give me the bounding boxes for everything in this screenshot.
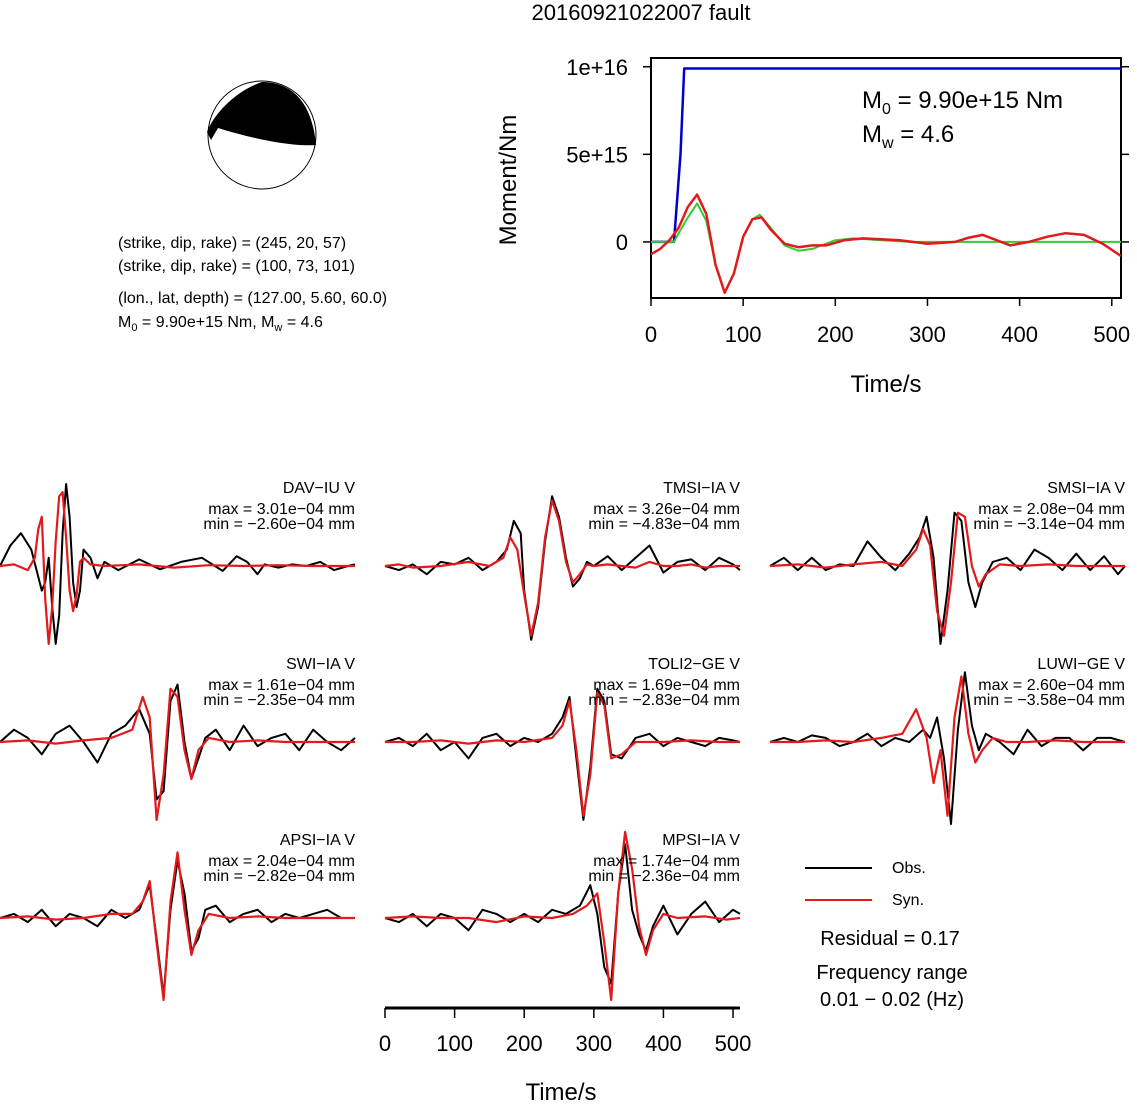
moment-xtick-label: 0 [645, 322, 657, 347]
synthetic-trace [0, 491, 355, 646]
moment-xtick-label: 300 [909, 322, 946, 347]
observed-trace [0, 683, 356, 801]
residual-text: Residual = 0.17 [820, 928, 960, 950]
station-label: SMSI−IA V [1047, 480, 1125, 497]
moment-xtick-label: 500 [1093, 322, 1130, 347]
waveform-xtick-label: 100 [436, 1031, 473, 1056]
legend: Obs. Syn. [805, 860, 926, 909]
moment-chart: 0 100 200 300 400 500 0 5e+15 1e+16 Moment/Nm T… [495, 55, 1130, 398]
station-label: TOLI2−GE V [648, 656, 740, 673]
moment-ytick-label: 1e+16 [566, 55, 628, 80]
station-label: TMSI−IA V [663, 480, 740, 497]
waveform-time-axis: 0 100 200 300 400 500 [379, 1006, 752, 1056]
observed-trace [0, 483, 356, 645]
frequency-label: Frequency range [816, 962, 967, 984]
station-min: min = −2.35e−04 mm [203, 692, 355, 709]
station-min: min = −2.36e−04 mm [588, 868, 740, 885]
moment-xlabel: Time/s [850, 371, 921, 398]
legend-obs-label: Obs. [892, 860, 926, 877]
moment-xtick-label: 100 [725, 322, 762, 347]
station-max: max = 1.74e−04 mm [593, 853, 740, 870]
observed-trace [384, 843, 741, 985]
waveform-xtick-label: 0 [379, 1031, 391, 1056]
synthetic-trace [770, 675, 1125, 817]
synthetic-trace [0, 687, 355, 822]
synthetic-trace [384, 499, 740, 637]
station-min: min = −4.83e−04 mm [588, 516, 740, 533]
station-label: MPSI−IA V [662, 832, 740, 849]
station-max: max = 1.61e−04 mm [208, 677, 355, 694]
station-max: max = 2.04e−04 mm [208, 853, 355, 870]
magnitude-text: M0 = 9.90e+15 Nm, Mw = 4.6 [118, 314, 323, 334]
station-label: LUWI−GE V [1037, 656, 1125, 673]
legend-syn-label: Syn. [892, 892, 924, 909]
station-label: APSI−IA V [280, 832, 355, 849]
synthetic-trace [769, 511, 1125, 637]
waveform-xtick-label: 500 [715, 1031, 752, 1056]
figure-title: 20160921022007 fault [532, 0, 751, 25]
station-max: max = 2.60e−04 mm [978, 677, 1125, 694]
station-min: min = −3.14e−04 mm [973, 516, 1125, 533]
waveform-xlabel: Time/s [525, 1079, 596, 1104]
synthetic-trace [0, 851, 355, 1002]
observed-trace [769, 671, 1126, 825]
location-text: (lon., lat, depth) = (127.00, 5.60, 60.0… [118, 290, 387, 307]
station-min: min = −2.82e−04 mm [203, 868, 355, 885]
frequency-value: 0.01 − 0.02 (Hz) [820, 989, 964, 1011]
waveform-xtick-label: 200 [506, 1031, 543, 1056]
moment-ytick-label: 5e+15 [566, 142, 628, 167]
moment-series-rate-red [651, 193, 1121, 294]
moment-ytick-label: 0 [616, 230, 628, 255]
station-max: max = 2.08e−04 mm [978, 501, 1125, 518]
moment-xtick-label: 400 [1001, 322, 1038, 347]
plane2-text: (strike, dip, rake) = (100, 73, 101) [118, 258, 355, 275]
station-label: DAV−IU V [283, 480, 356, 497]
moment-plot-frame [650, 57, 1122, 299]
station-min: min = −2.83e−04 mm [588, 692, 740, 709]
synthetic-trace [384, 830, 741, 1002]
synthetic-trace [385, 691, 740, 817]
waveform-xtick-label: 300 [575, 1031, 612, 1056]
moment-m0-annotation: M0 = 9.90e+15 Nm [862, 87, 1063, 118]
station-min: min = −2.60e−04 mm [203, 516, 355, 533]
station-max: max = 3.01e−04 mm [208, 501, 355, 518]
station-max: max = 1.69e−04 mm [593, 677, 740, 694]
beachball-icon [207, 80, 317, 190]
station-min: min = −3.58e−04 mm [973, 692, 1125, 709]
station-max: max = 3.26e−04 mm [593, 501, 740, 518]
moment-xtick-label: 200 [817, 322, 854, 347]
station-label: SWI−IA V [286, 656, 355, 673]
moment-mw-annotation: Mw = 4.6 [862, 121, 954, 152]
waveform-xtick-label: 400 [645, 1031, 682, 1056]
observed-trace [384, 495, 741, 641]
moment-ylabel: Moment/Nm [495, 115, 522, 246]
plane1-text: (strike, dip, rake) = (245, 20, 57) [118, 235, 346, 252]
